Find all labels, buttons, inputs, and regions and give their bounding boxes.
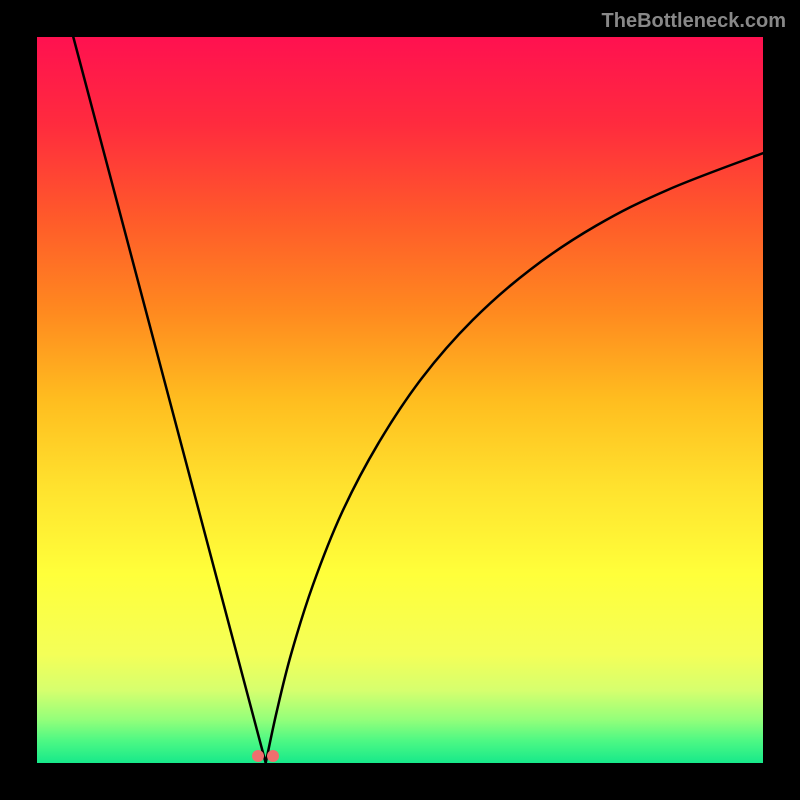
min-marker-0: [252, 750, 264, 762]
plot-area: [37, 37, 763, 763]
bottleneck-curve: [37, 37, 763, 763]
watermark-text: TheBottleneck.com: [602, 10, 786, 33]
min-marker-1: [267, 750, 279, 762]
curve-path: [73, 37, 763, 763]
